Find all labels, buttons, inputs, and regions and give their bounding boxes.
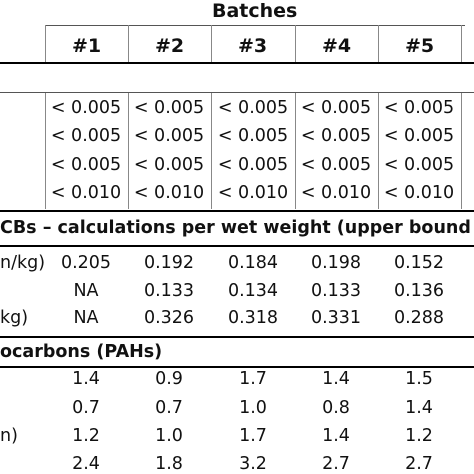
s1-r1-c5: < 0.005 — [383, 98, 455, 118]
s1-sep-3 — [295, 93, 296, 209]
col-sep-5 — [461, 25, 462, 62]
batch-header-2: #2 — [155, 35, 185, 57]
s3-r2-c2: 0.7 — [155, 398, 183, 418]
s3-r2-c5: 1.4 — [405, 398, 433, 418]
s1-r4-c2: < 0.010 — [133, 183, 205, 203]
s2-r2-c2: 0.133 — [143, 281, 195, 301]
s1-r1-c1: < 0.005 — [50, 98, 122, 118]
s2-r3-c4: 0.331 — [310, 308, 362, 328]
s2-r3-c5: 0.288 — [393, 308, 445, 328]
s1-sep-1 — [128, 93, 129, 209]
batch-header-1: #1 — [72, 35, 102, 57]
s2-r1-label: n/kg) — [0, 253, 46, 273]
s1-r3-c1: < 0.005 — [50, 155, 122, 175]
s1-r2-c1: < 0.005 — [50, 126, 122, 146]
s1-r2-c3: < 0.005 — [217, 126, 289, 146]
s1-r2-c5: < 0.005 — [383, 126, 455, 146]
s1-r2-c2: < 0.005 — [133, 126, 205, 146]
section2-title: CBs – calculations per wet weight (upper… — [0, 218, 474, 238]
col-sep-3 — [295, 25, 296, 62]
header-rule — [0, 62, 474, 64]
s1-r2-c4: < 0.005 — [300, 126, 372, 146]
s2-r2-c4: 0.133 — [310, 281, 362, 301]
s2-r2-c1: NA — [73, 281, 99, 301]
s2-r1-c1: 0.205 — [60, 253, 112, 273]
s3-r1-c4: 1.4 — [322, 369, 350, 389]
batches-underline — [45, 25, 465, 26]
batch-header-3: #3 — [238, 35, 268, 57]
s1-r3-c5: < 0.005 — [383, 155, 455, 175]
col-sep-4 — [378, 25, 379, 62]
s3-r3-c4: 1.4 — [322, 426, 350, 446]
s3-r3-label: n) — [0, 426, 18, 446]
s3-r3-c1: 1.2 — [72, 426, 100, 446]
s3-r2-c1: 0.7 — [72, 398, 100, 418]
col-sep-0 — [45, 25, 46, 62]
col-sep-1 — [128, 25, 129, 62]
s1-sep-0 — [45, 93, 46, 209]
s1-r3-c2: < 0.005 — [133, 155, 205, 175]
section2-title-rule — [0, 245, 474, 247]
s2-r3-c2: 0.326 — [143, 308, 195, 328]
section3-top-rule — [0, 336, 474, 338]
s1-r1-c2: < 0.005 — [133, 98, 205, 118]
batch-header-5: #5 — [405, 35, 435, 57]
s2-r2-c5: 0.136 — [393, 281, 445, 301]
section2-top-rule — [0, 210, 474, 212]
s3-r2-c4: 0.8 — [322, 398, 350, 418]
s3-r1-c5: 1.5 — [405, 369, 433, 389]
s3-r1-c2: 0.9 — [155, 369, 183, 389]
batches-group-header: Batches — [212, 0, 298, 22]
s1-sep-4 — [378, 93, 379, 209]
s3-r4-c5: 2.7 — [405, 454, 433, 474]
s1-r4-c5: < 0.010 — [383, 183, 455, 203]
s3-r1-c1: 1.4 — [72, 369, 100, 389]
s1-r3-c3: < 0.005 — [217, 155, 289, 175]
s3-r3-c3: 1.7 — [239, 426, 267, 446]
s1-r1-c4: < 0.005 — [300, 98, 372, 118]
s3-r3-c2: 1.0 — [155, 426, 183, 446]
s2-r3-label: kg) — [0, 308, 29, 328]
section3-title-rule — [0, 366, 474, 368]
s1-r4-c4: < 0.010 — [300, 183, 372, 203]
s2-r1-c4: 0.198 — [310, 253, 362, 273]
s1-r4-c1: < 0.010 — [50, 183, 122, 203]
s2-r1-c5: 0.152 — [393, 253, 445, 273]
section1-title-rule — [0, 92, 474, 93]
section3-title: ocarbons (PAHs) — [0, 342, 163, 362]
s3-r3-c5: 1.2 — [405, 426, 433, 446]
batch-header-4: #4 — [322, 35, 352, 57]
s1-r1-c3: < 0.005 — [217, 98, 289, 118]
s3-r4-c4: 2.7 — [322, 454, 350, 474]
s1-r3-c4: < 0.005 — [300, 155, 372, 175]
s3-r4-c1: 2.4 — [72, 454, 100, 474]
s1-r4-c3: < 0.010 — [217, 183, 289, 203]
s3-r4-c2: 1.8 — [155, 454, 183, 474]
s2-r3-c3: 0.318 — [227, 308, 279, 328]
s3-r2-c3: 1.0 — [239, 398, 267, 418]
s2-r1-c2: 0.192 — [143, 253, 195, 273]
s3-r1-c3: 1.7 — [239, 369, 267, 389]
s2-r1-c3: 0.184 — [227, 253, 279, 273]
s2-r3-c1: NA — [73, 308, 99, 328]
col-sep-2 — [211, 25, 212, 62]
s3-r4-c3: 3.2 — [239, 454, 267, 474]
s1-sep-2 — [211, 93, 212, 209]
s1-sep-5 — [461, 93, 462, 209]
s2-r2-c3: 0.134 — [227, 281, 279, 301]
